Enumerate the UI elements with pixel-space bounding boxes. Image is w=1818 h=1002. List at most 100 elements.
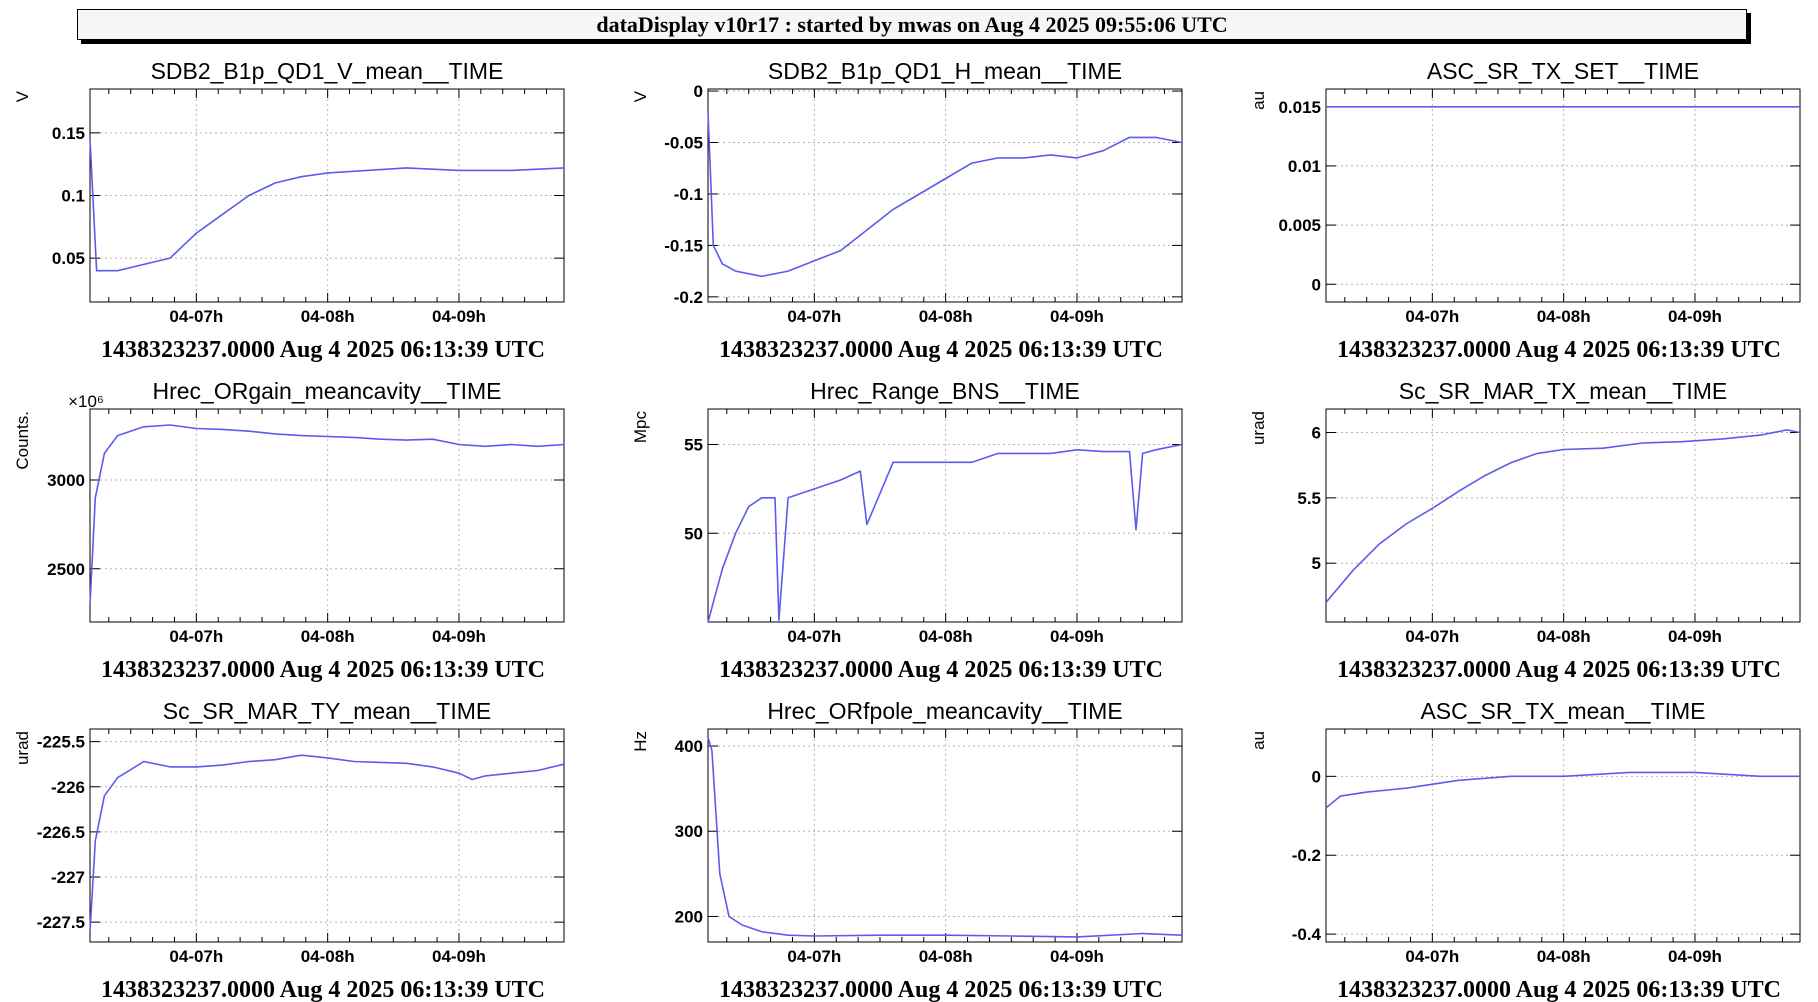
series-line xyxy=(1325,771,1800,809)
chart-title: Sc_SR_MAR_TY_mean__TIME xyxy=(163,698,492,724)
chart-title: ASC_SR_TX_SET__TIME xyxy=(1427,58,1699,84)
y-tick-label: 50 xyxy=(684,524,703,543)
footer-timestamp: 1438323237.0000 Aug 4 2025 06:13:39 UTC xyxy=(1337,657,1781,683)
plot-frame xyxy=(89,728,565,943)
y-tick-label: -0.4 xyxy=(1292,925,1322,944)
y-tick-label: 55 xyxy=(684,436,703,455)
x-tick-label: 04-07h xyxy=(1405,947,1459,966)
chart-panel-4: Hrec_ORgain_meancavity__TIME 2500 3000 04-0… xyxy=(13,378,565,683)
plot-frame xyxy=(1325,408,1801,623)
x-tick-label: 04-08h xyxy=(301,627,355,646)
y-tick-label: 0.015 xyxy=(1278,98,1321,117)
x-tick-label: 04-07h xyxy=(169,947,223,966)
footer-timestamp: 1438323237.0000 Aug 4 2025 06:13:39 UTC xyxy=(1337,337,1781,363)
footer-timestamp: 1438323237.0000 Aug 4 2025 06:13:39 UTC xyxy=(101,337,545,363)
chart-title: SDB2_B1p_QD1_H_mean__TIME xyxy=(768,58,1122,84)
y-axis-label: au xyxy=(1249,91,1268,110)
y-tick-label: -0.05 xyxy=(664,134,703,153)
y-tick-label: 200 xyxy=(675,907,703,926)
y-tick-label: 0 xyxy=(1312,275,1321,294)
chart-panel-5: Hrec_Range_BNS__TIME 50 55 04-07h 04-08h 04-0… xyxy=(631,378,1183,683)
y-tick-label: -227.5 xyxy=(37,913,85,932)
chart-panel-9: ASC_SR_TX_mean__TIME -0.4 -0.2 0 04-07h 04-08… xyxy=(1249,698,1801,1002)
y-tick-label: 0 xyxy=(694,82,703,101)
x-tick-label: 04-08h xyxy=(1537,947,1591,966)
plot-frame xyxy=(89,408,565,623)
x-tick-label: 04-09h xyxy=(1668,627,1722,646)
y-tick-label: -225.5 xyxy=(37,733,85,752)
footer-timestamp: 1438323237.0000 Aug 4 2025 06:13:39 UTC xyxy=(719,977,1163,1002)
chart-title: SDB2_B1p_QD1_V_mean__TIME xyxy=(151,58,504,84)
x-tick-label: 04-08h xyxy=(919,947,973,966)
plot-frame xyxy=(1325,728,1801,943)
plot-frame xyxy=(1325,88,1801,303)
chart-title: Sc_SR_MAR_TX_mean__TIME xyxy=(1399,378,1728,404)
footer-timestamp: 1438323237.0000 Aug 4 2025 06:13:39 UTC xyxy=(719,657,1163,683)
x-tick-label: 04-09h xyxy=(1668,947,1722,966)
chart-panel-3: ASC_SR_TX_SET__TIME 0 0.005 0.01 0.015 04-07h… xyxy=(1249,58,1801,363)
y-axis-label: Hz xyxy=(631,731,650,752)
series-line xyxy=(89,754,565,932)
x-tick-label: 04-08h xyxy=(919,627,973,646)
y-tick-label: 0.05 xyxy=(52,249,85,268)
chart-title: ASC_SR_TX_mean__TIME xyxy=(1420,698,1705,724)
footer-timestamp: 1438323237.0000 Aug 4 2025 06:13:39 UTC xyxy=(719,337,1163,363)
x-tick-label: 04-07h xyxy=(787,307,841,326)
y-tick-label: 0.1 xyxy=(61,187,85,206)
x-tick-label: 04-08h xyxy=(1537,627,1591,646)
x-tick-label: 04-09h xyxy=(1050,627,1104,646)
x-tick-label: 04-09h xyxy=(1050,947,1104,966)
y-tick-label: -0.1 xyxy=(674,185,703,204)
y-axis-label: V xyxy=(631,90,650,102)
x-tick-label: 04-07h xyxy=(1405,627,1459,646)
x-tick-label: 04-08h xyxy=(301,947,355,966)
chart-panel-2: SDB2_B1p_QD1_H_mean__TIME -0.2 -0.15 -0.1 -0… xyxy=(631,58,1183,363)
y-exponent-label: ×10⁶ xyxy=(68,392,104,411)
y-tick-label: -226.5 xyxy=(37,823,85,842)
x-tick-label: 04-07h xyxy=(169,627,223,646)
series-line xyxy=(707,443,1183,623)
y-tick-label: 0.15 xyxy=(52,124,85,143)
x-tick-label: 04-07h xyxy=(787,627,841,646)
chart-panel-6: Sc_SR_MAR_TX_mean__TIME 5 5.5 6 04-07h 04-08h… xyxy=(1249,378,1801,683)
footer-timestamp: 1438323237.0000 Aug 4 2025 06:13:39 UTC xyxy=(1337,977,1781,1002)
y-tick-label: -0.15 xyxy=(664,236,703,255)
series-line xyxy=(1325,429,1801,603)
y-axis-label: au xyxy=(1249,731,1268,750)
y-tick-label: 6 xyxy=(1312,424,1321,443)
y-tick-label: 0.005 xyxy=(1278,216,1321,235)
chart-title: Hrec_ORgain_meancavity__TIME xyxy=(153,378,502,404)
x-tick-label: 04-08h xyxy=(1537,307,1591,326)
x-tick-label: 04-09h xyxy=(432,307,486,326)
y-tick-label: -0.2 xyxy=(674,288,703,307)
plot-frame xyxy=(707,88,1183,303)
x-tick-label: 04-09h xyxy=(1050,307,1104,326)
x-tick-label: 04-07h xyxy=(1405,307,1459,326)
plot-frame xyxy=(707,728,1183,943)
x-tick-label: 04-08h xyxy=(301,307,355,326)
y-tick-label: 0 xyxy=(1312,767,1321,786)
y-tick-label: 3000 xyxy=(47,471,85,490)
series-line xyxy=(89,424,565,605)
y-tick-label: 300 xyxy=(675,822,703,841)
x-tick-label: 04-08h xyxy=(919,307,973,326)
y-axis-label: urad xyxy=(13,731,32,765)
y-tick-label: 400 xyxy=(675,737,703,756)
y-axis-label: V xyxy=(13,90,32,102)
plot-frame xyxy=(707,408,1183,623)
chart-title: Hrec_Range_BNS__TIME xyxy=(810,378,1080,404)
footer-timestamp: 1438323237.0000 Aug 4 2025 06:13:39 UTC xyxy=(101,657,545,683)
series-line xyxy=(89,139,565,272)
y-axis-label: Mpc xyxy=(631,411,650,444)
y-tick-label: 0.01 xyxy=(1288,157,1321,176)
chart-panel-7: Sc_SR_MAR_TY_mean__TIME -227.5 -227 -226.5 -… xyxy=(13,698,565,1002)
y-tick-label: -227 xyxy=(51,868,85,887)
y-axis-label: urad xyxy=(1249,411,1268,445)
x-tick-label: 04-07h xyxy=(787,947,841,966)
y-tick-label: 2500 xyxy=(47,560,85,579)
y-tick-label: 5.5 xyxy=(1297,489,1321,508)
footer-timestamp: 1438323237.0000 Aug 4 2025 06:13:39 UTC xyxy=(101,977,545,1002)
x-tick-label: 04-09h xyxy=(432,627,486,646)
x-tick-label: 04-09h xyxy=(432,947,486,966)
